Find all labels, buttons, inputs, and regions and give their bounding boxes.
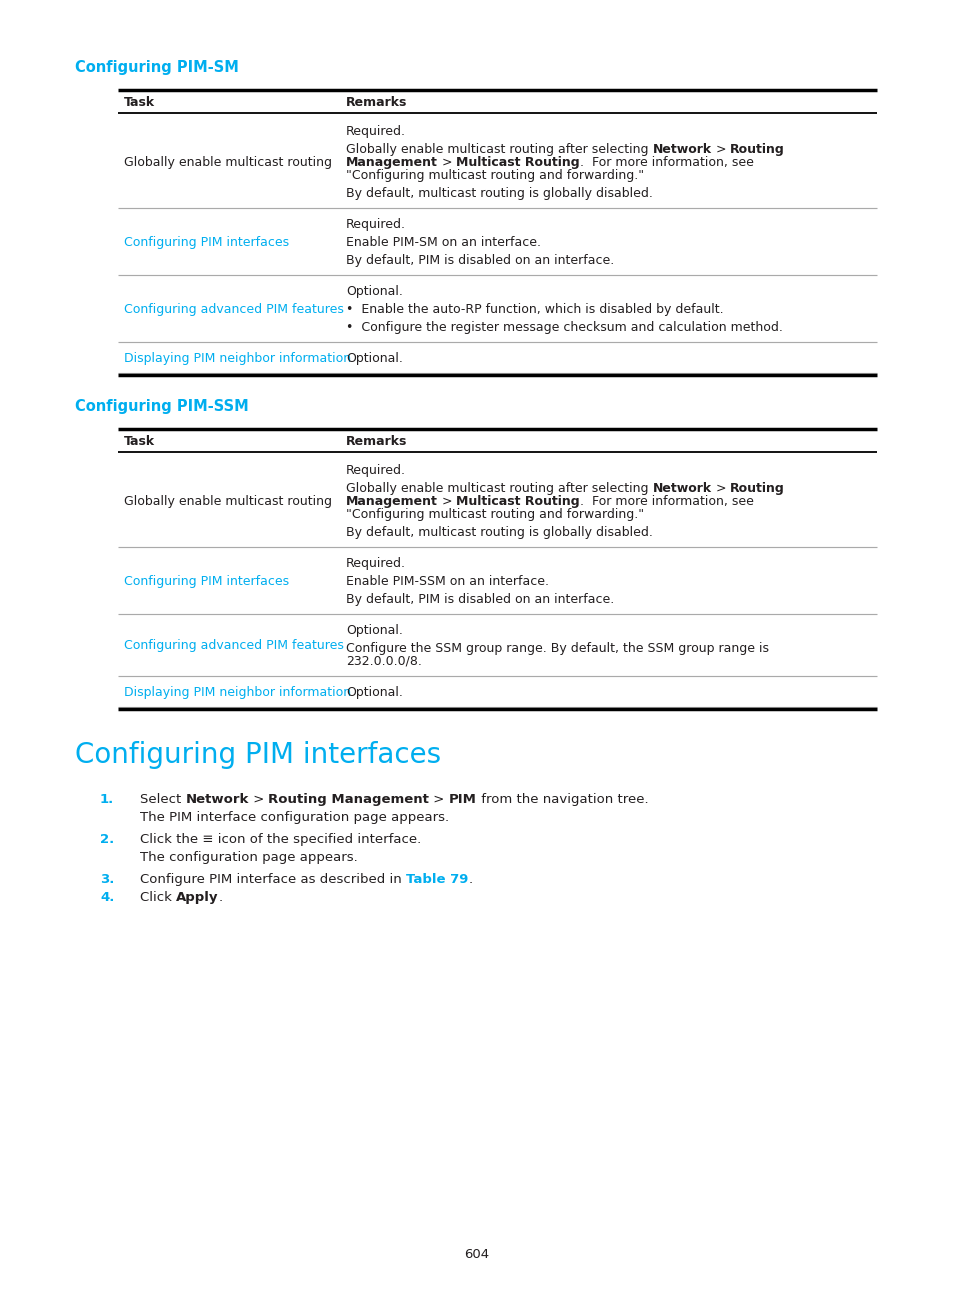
Text: Required.: Required. [346, 124, 406, 137]
Text: Routing: Routing [729, 143, 784, 156]
Text: Optional.: Optional. [346, 353, 402, 365]
Text: By default, multicast routing is globally disabled.: By default, multicast routing is globall… [346, 187, 652, 200]
Text: Apply: Apply [176, 892, 218, 905]
Text: Enable PIM-SSM on an interface.: Enable PIM-SSM on an interface. [346, 575, 548, 588]
Text: Multicast Routing: Multicast Routing [456, 156, 579, 168]
Text: Configuring PIM interfaces: Configuring PIM interfaces [75, 741, 440, 769]
Text: Configure the SSM group range. By default, the SSM group range is: Configure the SSM group range. By defaul… [346, 642, 768, 654]
Text: Remarks: Remarks [346, 96, 407, 109]
Text: Management: Management [346, 495, 437, 508]
Text: Network: Network [652, 143, 711, 156]
Text: Network: Network [652, 482, 711, 495]
Text: Configuring PIM-SSM: Configuring PIM-SSM [75, 399, 249, 413]
Text: Multicast Routing: Multicast Routing [456, 495, 579, 508]
Text: Routing Management: Routing Management [268, 793, 429, 806]
Text: Management: Management [346, 156, 437, 168]
Text: Task: Task [124, 435, 155, 448]
Text: >: > [711, 143, 729, 156]
Text: By default, PIM is disabled on an interface.: By default, PIM is disabled on an interf… [346, 254, 614, 267]
Text: The configuration page appears.: The configuration page appears. [140, 851, 357, 864]
Text: Configuring PIM interfaces: Configuring PIM interfaces [124, 236, 289, 249]
Text: Displaying PIM neighbor information: Displaying PIM neighbor information [124, 353, 351, 365]
Text: 232.0.0.0/8.: 232.0.0.0/8. [346, 654, 421, 667]
Text: Configure PIM interface as described in: Configure PIM interface as described in [140, 874, 406, 886]
Text: "Configuring multicast routing and forwarding.": "Configuring multicast routing and forwa… [346, 508, 643, 521]
Text: 2.: 2. [100, 833, 114, 846]
Text: Configuring PIM interfaces: Configuring PIM interfaces [124, 575, 289, 588]
Text: The PIM interface configuration page appears.: The PIM interface configuration page app… [140, 811, 449, 824]
Text: >: > [437, 495, 456, 508]
Text: Displaying PIM neighbor information: Displaying PIM neighbor information [124, 686, 351, 699]
Text: Enable PIM-SM on an interface.: Enable PIM-SM on an interface. [346, 236, 540, 249]
Text: By default, PIM is disabled on an interface.: By default, PIM is disabled on an interf… [346, 594, 614, 607]
Text: Configuring advanced PIM features: Configuring advanced PIM features [124, 639, 343, 652]
Text: .: . [218, 892, 222, 905]
Text: PIM: PIM [449, 793, 476, 806]
Text: Required.: Required. [346, 464, 406, 477]
Text: Click the ≡ icon of the specified interface.: Click the ≡ icon of the specified interf… [140, 833, 421, 846]
Text: Globally enable multicast routing after selecting: Globally enable multicast routing after … [346, 143, 652, 156]
Text: Globally enable multicast routing after selecting: Globally enable multicast routing after … [346, 482, 652, 495]
Text: Network: Network [185, 793, 249, 806]
Text: Globally enable multicast routing: Globally enable multicast routing [124, 156, 332, 168]
Text: •  Enable the auto-RP function, which is disabled by default.: • Enable the auto-RP function, which is … [346, 303, 723, 316]
Text: 604: 604 [464, 1248, 489, 1261]
Text: >: > [437, 156, 456, 168]
Text: Globally enable multicast routing: Globally enable multicast routing [124, 495, 332, 508]
Text: Optional.: Optional. [346, 686, 402, 699]
Text: 1.: 1. [100, 793, 114, 806]
Text: Select: Select [140, 793, 185, 806]
Text: Optional.: Optional. [346, 285, 402, 298]
Text: .  For more information, see: . For more information, see [579, 495, 753, 508]
Text: Required.: Required. [346, 218, 406, 231]
Text: Remarks: Remarks [346, 435, 407, 448]
Text: .  For more information, see: . For more information, see [579, 156, 753, 168]
Text: >: > [711, 482, 729, 495]
Text: from the navigation tree.: from the navigation tree. [476, 793, 648, 806]
Text: Configuring advanced PIM features: Configuring advanced PIM features [124, 303, 343, 316]
Text: Click: Click [140, 892, 176, 905]
Text: >: > [429, 793, 449, 806]
Text: Configuring PIM-SM: Configuring PIM-SM [75, 60, 238, 75]
Text: Optional.: Optional. [346, 623, 402, 638]
Text: 4.: 4. [100, 892, 114, 905]
Text: 3.: 3. [100, 874, 114, 886]
Text: Required.: Required. [346, 557, 406, 570]
Text: .: . [468, 874, 472, 886]
Text: Task: Task [124, 96, 155, 109]
Text: Routing: Routing [729, 482, 784, 495]
Text: By default, multicast routing is globally disabled.: By default, multicast routing is globall… [346, 526, 652, 539]
Text: •  Configure the register message checksum and calculation method.: • Configure the register message checksu… [346, 321, 782, 334]
Text: "Configuring multicast routing and forwarding.": "Configuring multicast routing and forwa… [346, 168, 643, 181]
Text: Table 79: Table 79 [406, 874, 468, 886]
Text: >: > [249, 793, 268, 806]
